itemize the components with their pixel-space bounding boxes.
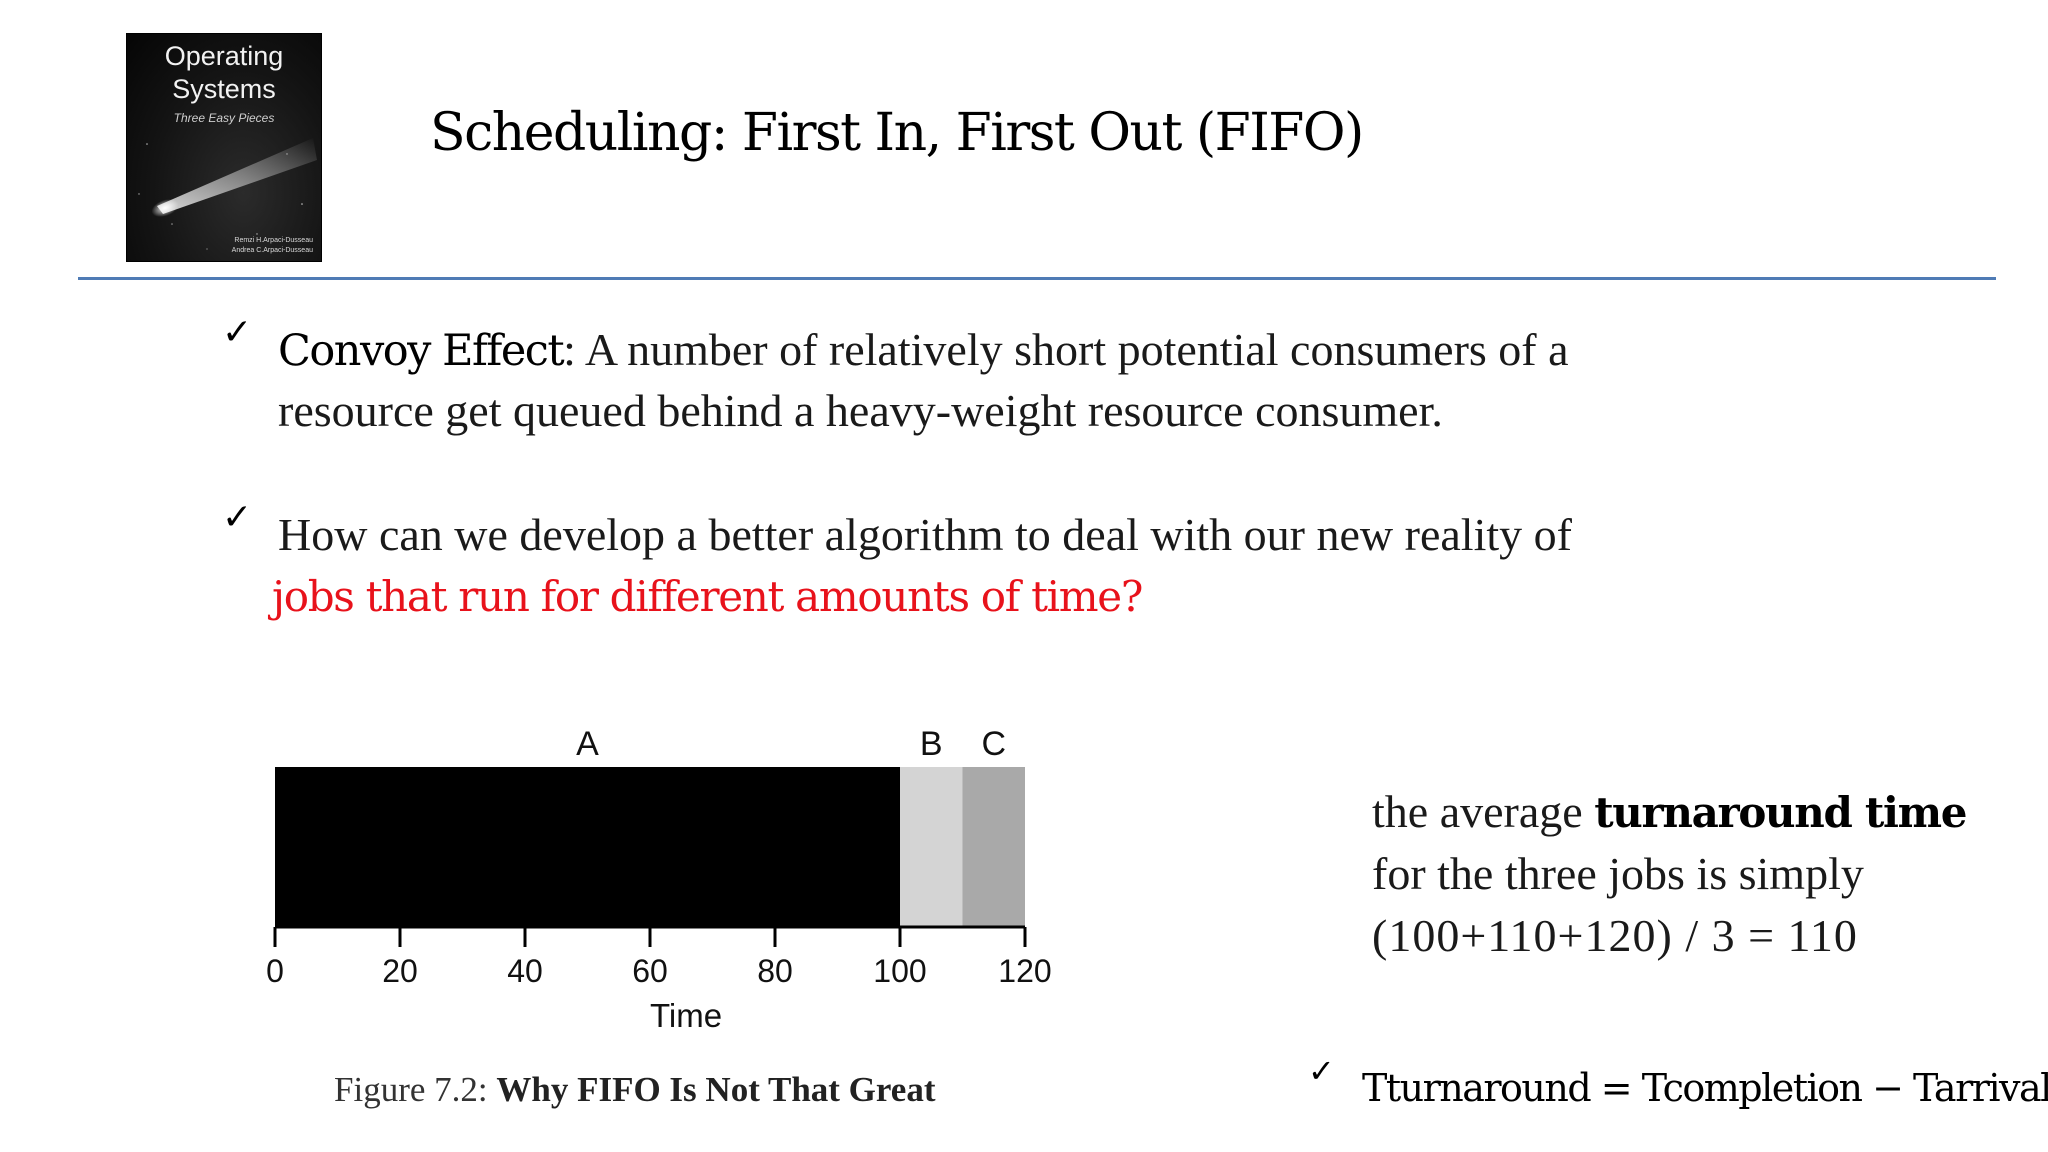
- slide-title: Scheduling: First In, First Out (FIFO): [430, 103, 1364, 163]
- x-tick-label: 60: [632, 953, 668, 989]
- cover-title-line2: Systems: [172, 74, 276, 104]
- bullet-2-highlight: jobs that run for different amounts of t…: [272, 572, 1143, 621]
- fifo-timeline-chart: A B C 0 20 40 60 80 100 120 Time: [266, 725, 1052, 1034]
- job-label-b: B: [920, 725, 943, 763]
- job-label-c: C: [981, 725, 1006, 763]
- checkmark-icon: ✓: [1308, 1052, 1335, 1090]
- book-cover-image: Operating Systems Three Easy Pieces Remz…: [126, 33, 322, 262]
- turnaround-time-term: turnaround time: [1594, 788, 1967, 837]
- x-tick-label: 20: [382, 953, 418, 989]
- bullet-2-line-2: jobs that run for different amounts of t…: [272, 568, 1143, 625]
- checkmark-icon: ✓: [222, 312, 253, 353]
- job-bar-c: [962, 767, 1025, 927]
- x-tick-label: 0: [266, 953, 284, 989]
- turnaround-text-prefix: the average: [1372, 786, 1595, 837]
- bullet-1-line-1: Convoy Effect: A number of relatively sh…: [278, 322, 1569, 379]
- job-bar-a: [275, 767, 900, 927]
- cover-author-1: Remzi H.Arpaci-Dusseau: [234, 237, 313, 244]
- turnaround-text-line-1: the average turnaround time: [1372, 782, 1968, 843]
- cover-subtitle: Three Easy Pieces: [173, 111, 275, 125]
- comet-illustration: [138, 138, 317, 250]
- turnaround-formula: Tturnaround = Tcompletion − Tarrival: [1362, 1066, 2048, 1110]
- bullet-1-line-1-text: : A number of relatively short potential…: [563, 324, 1569, 375]
- figure-caption-title: Why FIFO Is Not That Great: [496, 1070, 936, 1109]
- job-label-a: A: [576, 725, 599, 763]
- x-axis-title: Time: [650, 997, 722, 1034]
- turnaround-text-line-2: for the three jobs is simply: [1372, 848, 1864, 899]
- cover-title-line1: Operating: [164, 41, 284, 71]
- turnaround-calculation: (100+110+120) / 3 = 110: [1372, 910, 1858, 961]
- bullet-2-line-1: How can we develop a better algorithm to…: [278, 509, 1572, 560]
- x-tick-label: 80: [757, 953, 793, 989]
- checkmark-icon: ✓: [222, 497, 253, 538]
- x-tick-label: 120: [998, 953, 1051, 989]
- title-divider: [78, 277, 1996, 280]
- job-bar-b: [900, 767, 963, 927]
- cover-author-2: Andrea C.Arpaci-Dusseau: [231, 247, 313, 254]
- figure-caption: Figure 7.2: Why FIFO Is Not That Great: [334, 1070, 936, 1110]
- x-tick-label: 100: [873, 953, 926, 989]
- convoy-effect-term: Convoy Effect: [278, 326, 565, 376]
- x-tick-label: 40: [507, 953, 543, 989]
- bullet-1-line-2: resource get queued behind a heavy-weigh…: [278, 385, 1443, 436]
- figure-caption-prefix: Figure 7.2:: [334, 1070, 497, 1109]
